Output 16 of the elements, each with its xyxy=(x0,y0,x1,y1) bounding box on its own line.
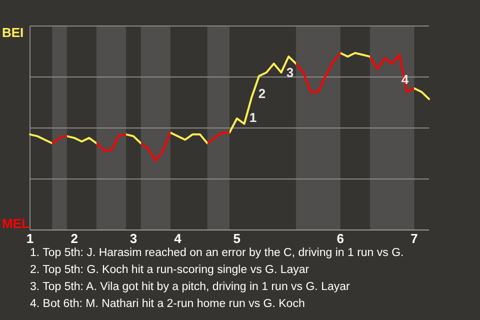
annotation: 3 xyxy=(286,65,294,80)
x-tick-label: 7 xyxy=(410,231,418,246)
annotation: 2 xyxy=(258,86,266,101)
x-tick-label: 6 xyxy=(336,231,344,246)
text: BEI xyxy=(2,25,24,40)
x-tick-label: 3 xyxy=(130,231,138,246)
text: 2. Top 5th: G. Koch hit a run-scoring single vs G. Layar xyxy=(30,264,310,276)
x-tick-label: 4 xyxy=(174,231,182,246)
x-tick-label: 1 xyxy=(26,231,34,246)
text: 1. Top 5th: J. Harasim reached on an error by the C, driving in 1 run vs G. xyxy=(30,247,404,259)
annotation: 1 xyxy=(249,110,257,125)
x-tick-label: 2 xyxy=(70,231,78,246)
x-tick-label: 5 xyxy=(233,231,241,246)
text: MEL xyxy=(2,216,30,231)
text: 4. Bot 6th: M. Nathari hit a 2-run home run vs G. Koch xyxy=(30,298,305,310)
text: 3. Top 5th: A. Vila got hit by a pitch, driving in 1 run vs G. Layar xyxy=(30,281,350,293)
